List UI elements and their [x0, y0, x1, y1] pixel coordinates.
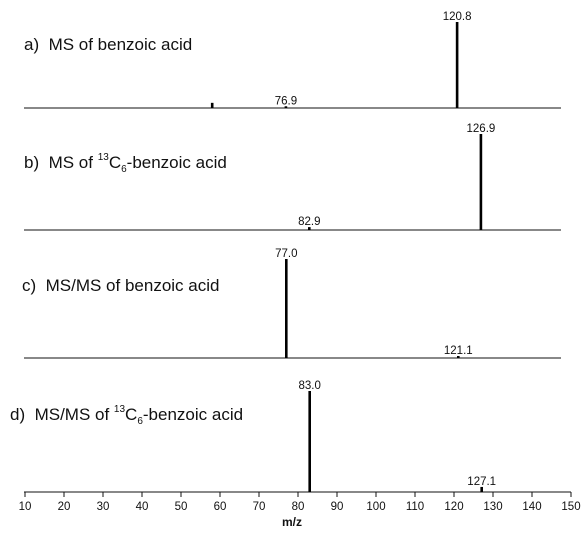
panel-title-element: C [125, 405, 137, 424]
x-tick-label: 30 [97, 501, 110, 513]
x-tick-label: 80 [292, 501, 305, 513]
peak-label: 126.9 [467, 123, 496, 135]
x-tick-label: 90 [331, 501, 344, 513]
peak-label: 76.9 [275, 95, 297, 107]
panel-title: d) MS/MS of 13C6-benzoic acid [10, 404, 243, 427]
panel-letter: a) [24, 35, 49, 54]
panel-title-element: C [109, 153, 121, 172]
panel-letter: d) [10, 405, 35, 424]
panel-title-suffix: -benzoic acid [127, 153, 227, 172]
x-tick-label: 50 [175, 501, 188, 513]
panel-title: c) MS/MS of benzoic acid [22, 276, 219, 295]
spectrum-panel-4: d) MS/MS of 13C6-benzoic acid 83.0 127.1 [10, 380, 571, 493]
peak-label: 120.8 [443, 11, 472, 23]
panel-title-text: MS of benzoic acid [49, 35, 193, 54]
peak-label: 121.1 [444, 345, 473, 357]
spectrum-panel-2: b) MS of 13C6-benzoic acid 82.9 126.9 [24, 123, 561, 231]
x-tick-label: 20 [58, 501, 71, 513]
spectrum-panel-3: c) MS/MS of benzoic acid 77.0 121.1 [22, 248, 561, 359]
x-tick-label: 150 [561, 501, 580, 513]
x-tick-label: 120 [444, 501, 463, 513]
panel-letter: b) [24, 153, 49, 172]
spectrum-panel-1: a) MS of benzoic acid 76.9 120.8 [24, 11, 561, 109]
x-tick-label: 140 [522, 501, 541, 513]
peak-label: 83.0 [299, 380, 321, 392]
x-tick-label: 70 [253, 501, 266, 513]
x-tick-label: 100 [366, 501, 385, 513]
panel-title-superscript: 13 [98, 152, 110, 163]
x-tick-label: 10 [19, 501, 32, 513]
peak-label: 77.0 [275, 248, 297, 260]
panel-title-text: MS/MS of benzoic acid [46, 276, 220, 295]
panel-title-prefix: MS of [49, 153, 98, 172]
panel-title-subscript: 6 [137, 416, 143, 427]
panel-letter: c) [22, 276, 46, 295]
panel-title-prefix: MS/MS of [35, 405, 114, 424]
x-tick-label: 60 [214, 501, 227, 513]
x-axis-title: m/z [282, 515, 302, 529]
peak-label: 127.1 [467, 476, 496, 488]
peak-label: 82.9 [298, 216, 320, 228]
x-tick-label: 110 [406, 501, 424, 513]
x-tick-label: 130 [483, 501, 502, 513]
panel-title-suffix: -benzoic acid [143, 405, 243, 424]
panel-title: b) MS of 13C6-benzoic acid [24, 152, 227, 175]
x-tick-label: 40 [136, 501, 149, 513]
panel-title: a) MS of benzoic acid [24, 35, 192, 54]
panel-title-superscript: 13 [114, 404, 126, 415]
panel-title-subscript: 6 [121, 164, 127, 175]
x-axis: 10 20 30 40 50 60 70 80 90 100 110 120 130 140 150 m/z [19, 492, 581, 529]
